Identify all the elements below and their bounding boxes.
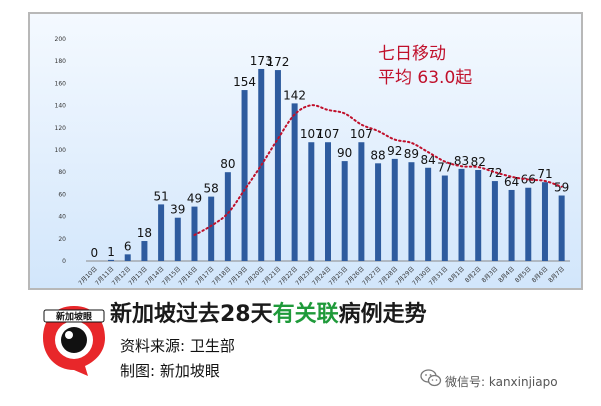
y-tick-label: 120 — [55, 125, 67, 132]
bar — [391, 158, 398, 261]
data-label: 84 — [420, 153, 435, 167]
y-tick-label: 200 — [55, 36, 67, 43]
y-tick-label: 160 — [55, 80, 67, 87]
chart-title: 新加坡过去28天有关联病例走势 — [110, 296, 427, 328]
bar — [174, 217, 181, 261]
data-label: 107 — [350, 127, 373, 141]
data-label: 64 — [504, 175, 519, 189]
bar — [241, 90, 248, 261]
wechat-icon — [420, 369, 442, 387]
data-label: 89 — [404, 147, 419, 161]
bar — [441, 175, 448, 261]
annotation-line-2: 平均 63.0起 — [378, 68, 472, 88]
title-part-1: 新加坡过去28天 — [110, 302, 273, 327]
x-tick-label: 7月31日 — [428, 265, 450, 287]
bar — [308, 142, 315, 261]
bar — [358, 142, 365, 261]
y-tick-label: 180 — [55, 58, 67, 65]
bar — [124, 254, 131, 261]
data-label: 39 — [170, 203, 185, 217]
data-label: 107 — [317, 127, 340, 141]
data-label: 83 — [454, 154, 469, 168]
data-label: 6 — [124, 239, 132, 253]
data-label: 107 — [300, 127, 323, 141]
data-label: 88 — [370, 148, 385, 162]
bar — [291, 103, 298, 261]
bar — [108, 259, 115, 261]
bar — [491, 181, 498, 261]
y-tick-label: 0 — [62, 258, 66, 265]
data-label: 80 — [220, 157, 235, 171]
title-highlight: 有关联 — [272, 302, 339, 327]
annotation-line-1: 七日移动 — [378, 44, 446, 64]
bar — [508, 189, 515, 261]
title-part-3: 病例走势 — [338, 302, 427, 327]
x-tick-label: 8月2日 — [464, 265, 483, 284]
data-label: 172 — [266, 55, 289, 69]
bar — [425, 167, 432, 261]
data-label: 58 — [204, 182, 219, 196]
data-label: 18 — [137, 226, 152, 240]
data-label: 154 — [233, 75, 256, 89]
x-tick-label: 8月7日 — [547, 265, 566, 284]
data-label: 173 — [250, 54, 273, 68]
bar — [341, 161, 348, 261]
bar — [408, 162, 415, 261]
x-tick-label: 8月1日 — [447, 265, 466, 284]
logo-icon: 新加坡眼 — [43, 306, 105, 376]
data-label: 92 — [387, 144, 402, 158]
maker-text: 制图: 新加坡眼 — [120, 362, 220, 380]
bar — [208, 196, 215, 261]
y-tick-label: 60 — [58, 191, 66, 198]
data-label: 90 — [337, 146, 352, 160]
wechat-id: 微信号: kanxinjiapo — [445, 375, 558, 389]
data-label: 142 — [283, 88, 306, 102]
data-label: 1 — [107, 245, 115, 259]
x-tick-label: 8月5日 — [514, 265, 533, 284]
x-tick-label: 8月6日 — [531, 265, 550, 284]
y-tick-label: 20 — [58, 236, 66, 243]
bar — [325, 142, 331, 261]
bar — [558, 195, 565, 261]
moving-average-line — [193, 104, 563, 237]
data-label: 72 — [487, 166, 502, 180]
y-tick-label: 40 — [58, 214, 66, 221]
data-label: 51 — [153, 189, 168, 203]
bar — [274, 70, 281, 261]
data-label: 59 — [554, 181, 569, 195]
bar — [541, 182, 548, 261]
bar — [158, 204, 165, 261]
bar — [141, 241, 148, 261]
y-tick-label: 100 — [55, 147, 67, 154]
data-label: 82 — [471, 155, 486, 169]
data-label: 49 — [187, 192, 202, 206]
y-tick-label: 140 — [55, 103, 67, 110]
y-tick-label: 80 — [58, 169, 66, 176]
bar — [224, 172, 231, 261]
bar — [191, 206, 198, 261]
bar — [458, 168, 465, 261]
data-label: 77 — [437, 161, 452, 175]
data-label: 71 — [537, 167, 552, 181]
bar — [525, 187, 532, 261]
bar — [475, 169, 482, 261]
source-text: 资料来源: 卫生部 — [120, 337, 235, 355]
x-tick-label: 8月3日 — [480, 265, 499, 284]
x-tick-label: 8月4日 — [497, 265, 516, 284]
logo-text: 新加坡眼 — [56, 311, 92, 323]
chart-panel: 0 20 40 60 80 100 120 140 160 180 200 0 1 6 18 51 39 49 58… — [28, 12, 583, 290]
data-label: 0 — [91, 246, 99, 260]
bar — [375, 163, 382, 261]
